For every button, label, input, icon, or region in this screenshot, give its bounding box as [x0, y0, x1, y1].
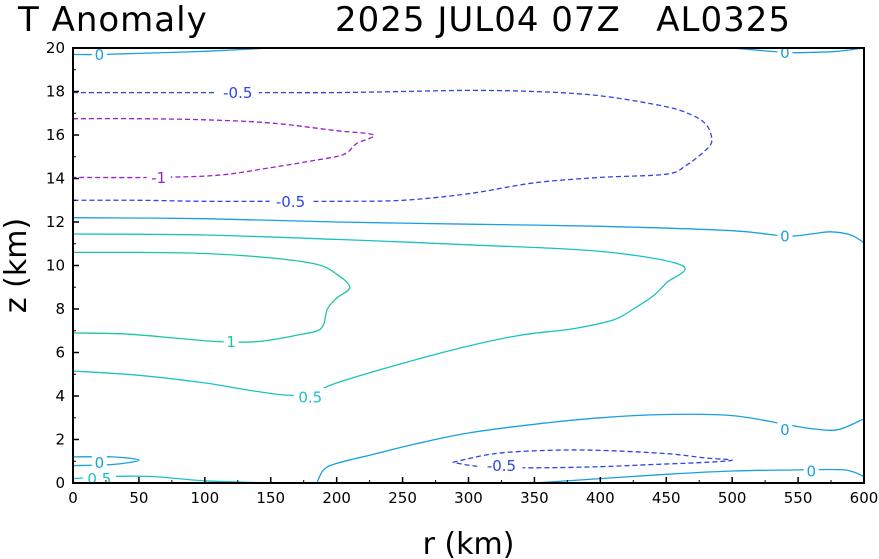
contour-label-bg	[480, 456, 523, 475]
contour-label-bg	[777, 227, 793, 246]
contour-label-bg	[146, 168, 171, 187]
y-axis: 0 2 4 6 8 10 12 14 16 18 20	[46, 39, 79, 492]
contour-line-5	[72, 233, 686, 397]
x-tick-label: 600	[850, 489, 879, 507]
contour-label: 0	[780, 228, 790, 246]
contour-label-bg	[223, 332, 239, 351]
contour-label-bg	[803, 462, 819, 481]
contour-label-bg	[216, 83, 259, 102]
contour-label-bg	[269, 192, 312, 211]
contour-line-7	[316, 413, 865, 484]
contour-label: -0.5	[276, 193, 305, 211]
contour-label-bg	[777, 420, 793, 439]
contour-label: 0.5	[298, 389, 322, 407]
x-tick-label: 450	[652, 489, 681, 507]
contour-label-bg	[91, 45, 107, 64]
contour-line-1	[732, 47, 865, 54]
y-tick-label: 14	[46, 170, 65, 188]
y-tick-label: 10	[46, 257, 65, 275]
contour-label: -0.5	[487, 457, 516, 475]
contour-label-bg	[293, 388, 327, 407]
x-tick-label: 150	[256, 489, 285, 507]
chart-title-right: 2025 JUL04 07Z AL0325	[335, 0, 791, 40]
y-tick-label: 8	[55, 300, 65, 318]
y-axis-label: z (km)	[0, 218, 34, 313]
contour-label-bg	[91, 453, 107, 472]
contour-line-6	[72, 251, 351, 343]
contour-line-4	[72, 217, 865, 244]
contour-line-0	[72, 47, 271, 56]
contour-lines	[72, 47, 865, 484]
contour-label: 0	[780, 421, 790, 439]
y-tick-label: 12	[46, 213, 65, 231]
contour-label: 0.5	[87, 470, 111, 488]
x-axis-label: r (km)	[423, 527, 515, 559]
contour-label: -0.5	[223, 84, 252, 102]
y-tick-label: 0	[55, 474, 65, 492]
y-tick-label: 18	[46, 83, 65, 101]
y-tick-label: 20	[46, 39, 65, 57]
contour-label: 0	[95, 454, 105, 472]
y-tick-label: 4	[55, 387, 65, 405]
x-tick-label: 350	[520, 489, 549, 507]
contour-label: 1	[226, 333, 236, 351]
contour-label: 0	[806, 463, 816, 481]
x-tick-label: 0	[68, 489, 78, 507]
chart-title-left: T Anomaly	[18, 0, 208, 40]
x-tick-label: 250	[388, 489, 417, 507]
contour-label: 0	[780, 44, 790, 62]
x-tick-label: 300	[454, 489, 483, 507]
contour-line-3	[72, 117, 375, 179]
x-tick-label: 100	[191, 489, 220, 507]
contour-label: -1	[151, 169, 166, 187]
y-tick-label: 6	[55, 344, 65, 362]
x-tick-label: 50	[129, 489, 148, 507]
x-tick-label: 400	[586, 489, 615, 507]
x-tick-label: 500	[718, 489, 747, 507]
contour-line-9	[452, 449, 733, 469]
x-tick-label: 550	[784, 489, 813, 507]
contour-label: 0	[95, 46, 105, 64]
y-tick-label: 16	[46, 126, 65, 144]
x-tick-label: 200	[322, 489, 351, 507]
y-tick-label: 2	[55, 431, 65, 449]
x-axis: 0 50 100 150 200 250 300 350 400 450 500 550 600	[68, 477, 878, 507]
